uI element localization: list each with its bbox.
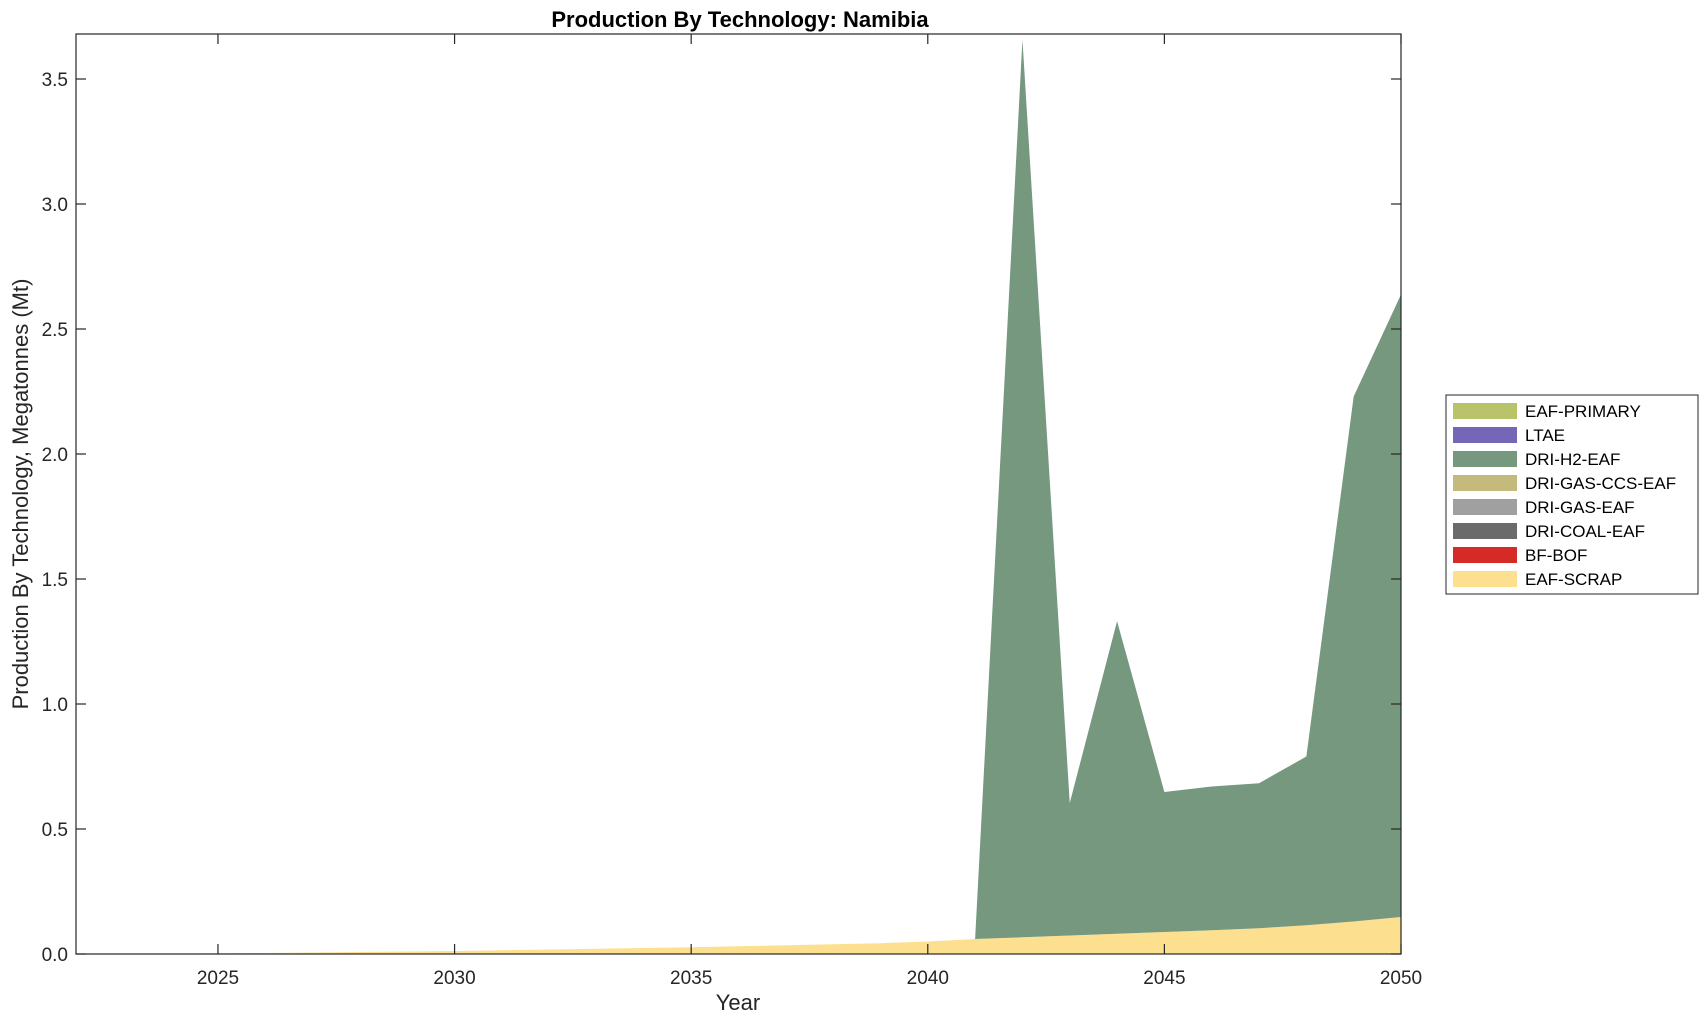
y-tick-label: 2.5 [42, 320, 68, 341]
y-tick-label: 0.5 [42, 820, 68, 841]
legend-swatch [1453, 451, 1517, 467]
legend-item-dri-gas-ccs-eaf: DRI-GAS-CCS-EAF [1453, 474, 1676, 493]
area-series-group [76, 39, 1401, 954]
y-tick-label: 2.0 [42, 445, 68, 466]
legend-swatch [1453, 475, 1517, 491]
x-tick-label: 2040 [907, 968, 949, 989]
axes-box [75, 33, 1402, 955]
y-tick-label: 3.5 [42, 70, 68, 91]
area-eaf-scrap [76, 917, 1401, 954]
legend-swatch [1453, 547, 1517, 563]
legend-item-dri-coal-eaf: DRI-COAL-EAF [1453, 522, 1645, 541]
x-tick-label: 2030 [433, 968, 475, 989]
y-axis-label: Production By Technology, Megatonnes (Mt… [8, 279, 33, 710]
area-dri-h2-eaf [76, 39, 1401, 954]
legend-swatch [1453, 499, 1517, 515]
legend-label: EAF-SCRAP [1525, 570, 1622, 589]
x-tick-label: 2035 [670, 968, 712, 989]
x-axis-label: Year [716, 990, 760, 1015]
x-tick-label: 2050 [1380, 968, 1422, 989]
legend-item-bf-bof: BF-BOF [1453, 546, 1587, 565]
y-tick-label: 1.0 [42, 695, 68, 716]
legend-label: LTAE [1525, 426, 1565, 445]
legend-item-eaf-scrap: EAF-SCRAP [1453, 570, 1622, 589]
legend-label: BF-BOF [1525, 546, 1587, 565]
legend-label: EAF-PRIMARY [1525, 402, 1641, 421]
legend: EAF-PRIMARY LTAE DRI-H2-EAF DRI-GAS-CCS-EAF… [1445, 394, 1699, 595]
x-tick-label: 2045 [1143, 968, 1185, 989]
axis-ticks: 2025 2030 2035 2040 2045 2050 0.0 0.5 1.0 1.5 2.0 2… [42, 34, 1422, 989]
chart-title: Production By Technology: Namibia [551, 7, 929, 32]
y-tick-label: 0.0 [42, 945, 68, 966]
legend-item-dri-gas-eaf: DRI-GAS-EAF [1453, 498, 1635, 517]
legend-label: DRI-GAS-CCS-EAF [1525, 474, 1676, 493]
legend-swatch [1453, 427, 1517, 443]
legend-swatch [1453, 571, 1517, 587]
legend-label: DRI-COAL-EAF [1525, 522, 1645, 541]
x-tick-label: 2025 [197, 968, 239, 989]
legend-swatch [1453, 403, 1517, 419]
legend-items: EAF-PRIMARY LTAE DRI-H2-EAF DRI-GAS-CCS-EAF… [1453, 402, 1676, 589]
y-tick-label: 1.5 [42, 570, 68, 591]
legend-swatch [1453, 523, 1517, 539]
legend-label: DRI-GAS-EAF [1525, 498, 1635, 517]
legend-label: DRI-H2-EAF [1525, 450, 1620, 469]
y-tick-label: 3.0 [42, 195, 68, 216]
legend-item-eaf-primary: EAF-PRIMARY [1453, 402, 1641, 421]
legend-item-ltae: LTAE [1453, 426, 1565, 445]
legend-item-dri-h2-eaf: DRI-H2-EAF [1453, 450, 1620, 469]
